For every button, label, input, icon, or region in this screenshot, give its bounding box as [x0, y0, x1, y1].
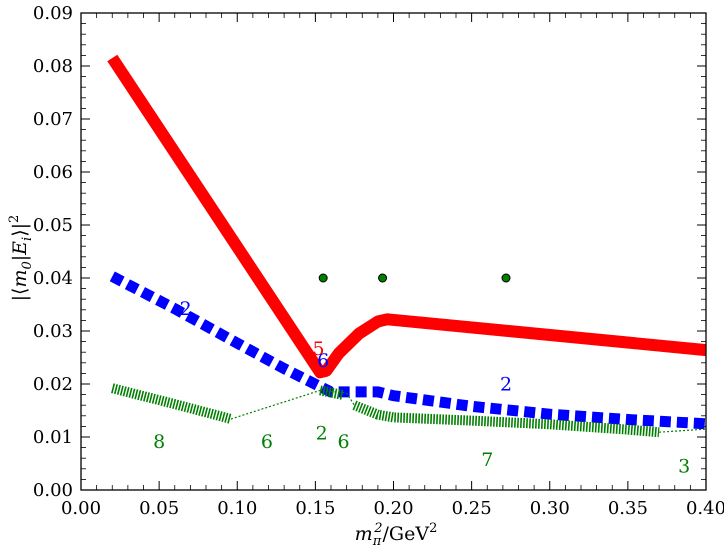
annotation-label: 6: [261, 431, 273, 453]
x-tick-label: 0.35: [608, 498, 648, 519]
x-axis-title: mπ2/GeV2: [355, 521, 438, 549]
y-tick-label: 0.06: [33, 162, 73, 183]
series-green-c: [352, 400, 660, 438]
x-tick-label: 0.30: [530, 498, 570, 519]
annotation-label: 6: [337, 431, 349, 453]
y-tick-label: 0.05: [33, 215, 73, 236]
annotation-label: 3: [678, 456, 690, 478]
x-tick-label: 0.20: [373, 498, 413, 519]
annotation-label: 5: [312, 338, 324, 360]
x-tick-label: 0.10: [217, 498, 257, 519]
points-layer: [318, 273, 511, 283]
y-tick-label: 0.02: [33, 374, 73, 395]
data-point: [318, 273, 328, 283]
y-tick-label: 0.01: [33, 427, 73, 448]
plot-frame: [80, 12, 707, 491]
annotation-label: 2: [316, 423, 328, 445]
series-blue: [109, 271, 707, 430]
y-tick-label: 0.07: [33, 109, 73, 130]
x-tick-label: 0.05: [139, 498, 179, 519]
y-tick-label: 0.08: [33, 56, 73, 77]
x-tick-label: 0.40: [686, 498, 724, 519]
series-layer: [107, 54, 707, 438]
y-tick-label: 0.00: [33, 480, 73, 501]
ticks-group: [80, 12, 707, 491]
data-point: [501, 273, 511, 283]
tick-labels-layer: 0.00 0.05 0.10 0.15 0.20 0.25 0.30 0.35 0.40 0.00…: [33, 3, 724, 519]
annotation-label: 2: [500, 373, 512, 395]
x-tick-label: 0.00: [61, 498, 101, 519]
annotation-label: 2: [180, 298, 192, 320]
y-tick-label: 0.04: [33, 268, 73, 289]
y-tick-label: 0.03: [33, 321, 73, 342]
series-green-a: [111, 383, 233, 424]
series-green-dotted-tail: [659, 428, 707, 433]
y-tick-label: 0.09: [33, 3, 73, 24]
series-red: [107, 54, 707, 379]
annotation-label: 6: [317, 350, 329, 372]
data-point: [378, 273, 388, 283]
x-tick-label: 0.25: [452, 498, 492, 519]
x-tick-label: 0.15: [295, 498, 335, 519]
annotation-label: 7: [481, 449, 493, 471]
annotation-label: 8: [153, 431, 165, 453]
y-axis-title: |⟨m0|Ei⟩|2: [7, 215, 35, 302]
